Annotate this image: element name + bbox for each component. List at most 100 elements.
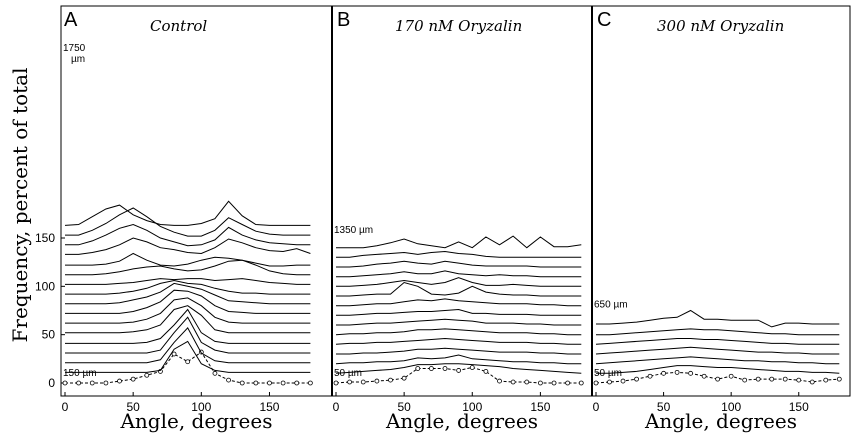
data-point bbox=[267, 380, 272, 386]
panel-title: 300 nM Oryzalin bbox=[657, 17, 784, 35]
y-axis-label: Frequency, percent of total bbox=[8, 68, 32, 343]
panel-frame bbox=[591, 5, 851, 397]
series-line-8 bbox=[336, 298, 582, 307]
top-depth-label: 1350 µm bbox=[334, 225, 373, 236]
series-line-16 bbox=[64, 200, 311, 226]
data-point bbox=[185, 359, 191, 365]
y-tick-label: 100 bbox=[35, 279, 55, 293]
series-line-11 bbox=[65, 259, 311, 276]
panel-letter: C bbox=[597, 9, 611, 31]
series-line-15 bbox=[65, 207, 311, 237]
x-tick-label: 100 bbox=[462, 400, 482, 414]
data-point bbox=[755, 376, 761, 382]
data-point bbox=[661, 370, 666, 376]
data-point bbox=[456, 368, 462, 373]
data-point bbox=[117, 378, 122, 384]
data-point bbox=[728, 373, 734, 379]
x-tick-label: 100 bbox=[191, 400, 211, 414]
top-depth-unit: µm bbox=[71, 54, 85, 65]
data-point bbox=[294, 380, 300, 386]
data-point bbox=[634, 376, 639, 382]
data-point bbox=[253, 380, 259, 386]
data-point bbox=[307, 380, 313, 386]
data-point bbox=[62, 380, 68, 386]
data-point bbox=[280, 380, 286, 386]
data-point bbox=[836, 376, 842, 382]
series-line-9 bbox=[65, 279, 311, 295]
data-point bbox=[469, 365, 475, 370]
data-point bbox=[510, 379, 516, 385]
series-line-0 bbox=[65, 351, 311, 384]
series-line-12 bbox=[336, 260, 582, 268]
bottom-depth-label: 50 µm bbox=[594, 368, 622, 379]
series-line-10 bbox=[65, 278, 311, 285]
data-point bbox=[130, 376, 136, 382]
bottom-depth-label: 150 µm bbox=[63, 368, 97, 379]
series-line-13 bbox=[65, 237, 311, 255]
series-line-6 bbox=[336, 318, 582, 326]
data-point bbox=[701, 373, 707, 379]
data-point bbox=[76, 380, 82, 386]
series-line-14 bbox=[336, 235, 582, 249]
series-line-6 bbox=[596, 309, 840, 328]
x-tick-label: 150 bbox=[789, 400, 809, 414]
data-point bbox=[442, 366, 448, 371]
series-line-3 bbox=[65, 316, 311, 354]
data-point bbox=[239, 380, 245, 386]
panel-title: 170 nM Oryzalin bbox=[395, 17, 522, 35]
series-line-8 bbox=[65, 282, 311, 305]
data-point bbox=[347, 379, 353, 385]
data-point bbox=[103, 380, 109, 386]
data-point bbox=[742, 377, 748, 383]
x-axis-label: Angle, degrees bbox=[119, 409, 272, 433]
series-line-4 bbox=[65, 308, 311, 344]
data-point bbox=[578, 380, 584, 386]
series-line-3 bbox=[595, 346, 840, 355]
data-point bbox=[483, 368, 489, 374]
data-point bbox=[226, 377, 231, 383]
x-tick-label: 50 bbox=[397, 400, 411, 414]
x-axis-label: Angle, degrees bbox=[644, 409, 797, 433]
data-point bbox=[823, 377, 829, 383]
data-point bbox=[360, 379, 366, 385]
y-tick-label: 150 bbox=[35, 231, 55, 245]
series-line-4 bbox=[595, 338, 840, 345]
data-point bbox=[171, 351, 177, 357]
panel-letter: A bbox=[64, 9, 78, 31]
data-point bbox=[769, 376, 775, 382]
series-line-2 bbox=[65, 327, 311, 364]
data-point bbox=[688, 370, 694, 376]
data-point bbox=[415, 366, 421, 371]
bottom-depth-label: 50 µm bbox=[334, 368, 362, 379]
data-point bbox=[796, 377, 802, 383]
data-point bbox=[715, 376, 721, 382]
series-line-5 bbox=[596, 328, 840, 336]
data-point bbox=[89, 380, 95, 386]
series-line-11 bbox=[336, 270, 582, 278]
data-point bbox=[428, 366, 434, 371]
data-point bbox=[524, 379, 530, 385]
data-point bbox=[401, 375, 407, 381]
x-tick-label: 50 bbox=[657, 400, 671, 414]
y-tick-label: 50 bbox=[42, 328, 56, 342]
data-point bbox=[809, 379, 815, 385]
series-line-1 bbox=[335, 363, 582, 374]
y-tick-label: 0 bbox=[48, 376, 55, 390]
series-line-4 bbox=[335, 337, 582, 345]
panel-frame bbox=[60, 5, 333, 397]
series-line-10 bbox=[336, 277, 582, 287]
data-point bbox=[497, 378, 502, 384]
series-line-12 bbox=[65, 252, 311, 267]
data-point bbox=[565, 380, 571, 386]
x-tick-label: 100 bbox=[721, 400, 741, 414]
x-tick-label: 0 bbox=[62, 400, 69, 414]
top-depth-label: 650 µm bbox=[594, 299, 628, 310]
data-point bbox=[674, 369, 680, 375]
top-depth-label: 1750 bbox=[63, 43, 86, 54]
x-axis-label: Angle, degrees bbox=[385, 409, 538, 433]
